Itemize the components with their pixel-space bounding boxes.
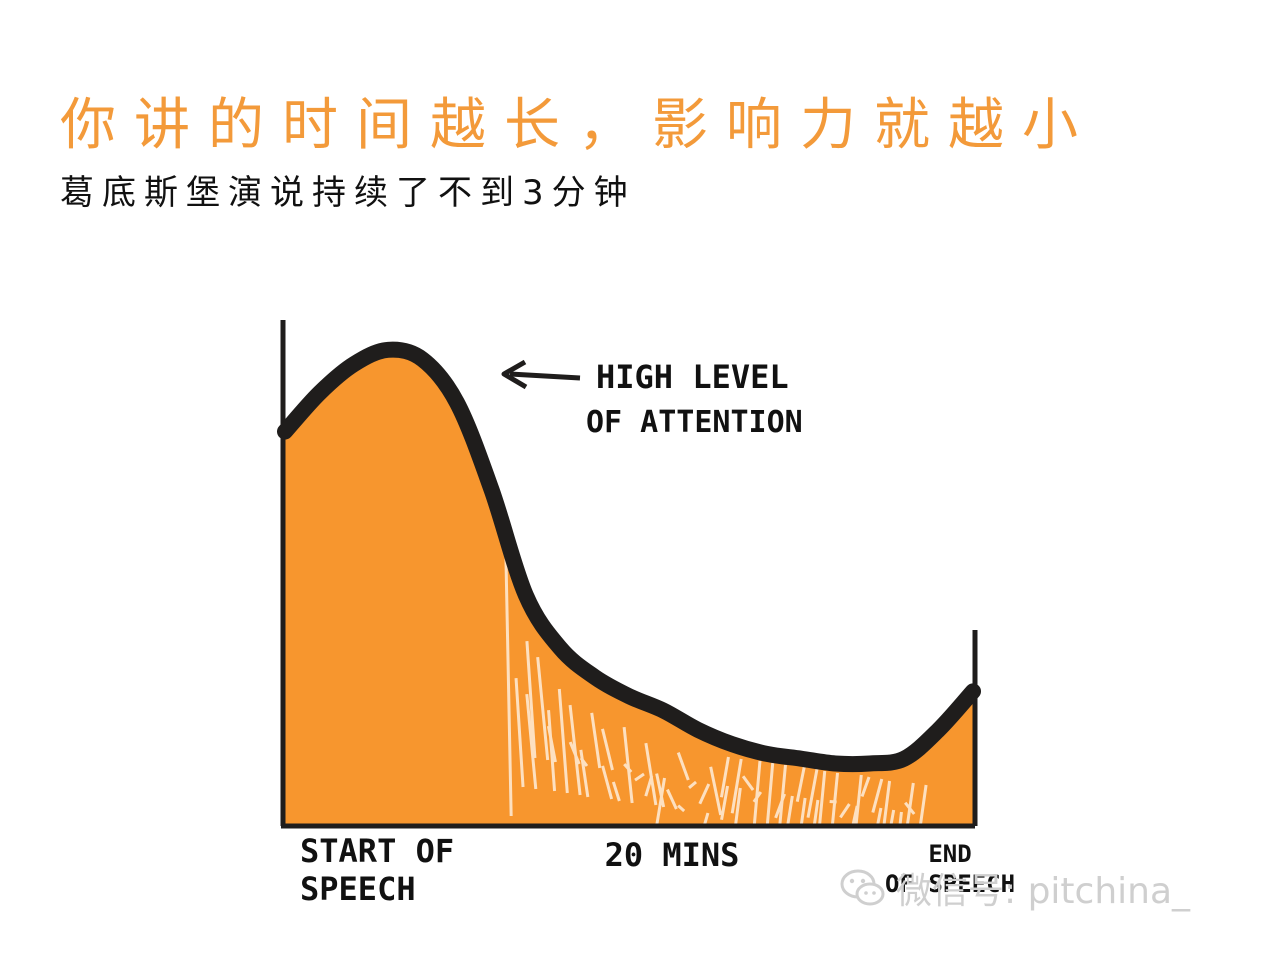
area-fill-group	[285, 349, 973, 877]
annotation-arrow	[501, 359, 581, 390]
watermark: 微信号: pitchina_	[838, 862, 1190, 914]
x-tick-label: 20 MINS	[605, 836, 740, 874]
attention-curve	[277, 341, 981, 773]
annotation-line-2: OF ATTENTION	[586, 405, 803, 440]
page-title: 你讲的时间越长，影响力就越小	[60, 93, 1096, 158]
page-subtitle: 葛底斯堡演说持续了不到3分钟	[60, 173, 636, 213]
attention-area	[285, 349, 973, 826]
attention-curve-group	[277, 341, 981, 773]
watermark-text: 微信号: pitchina_	[896, 871, 1191, 912]
wechat-icon	[840, 869, 885, 906]
x-tick-labels: START OF SPEECH 20 MINS END OF SPEECH	[300, 832, 1015, 908]
x-tick-label: START OF SPEECH	[300, 832, 454, 908]
brush-texture	[503, 519, 928, 877]
x-tick-label: END OF SPEECH	[885, 840, 1015, 898]
annotation-line-1: HIGH LEVEL	[596, 358, 789, 396]
